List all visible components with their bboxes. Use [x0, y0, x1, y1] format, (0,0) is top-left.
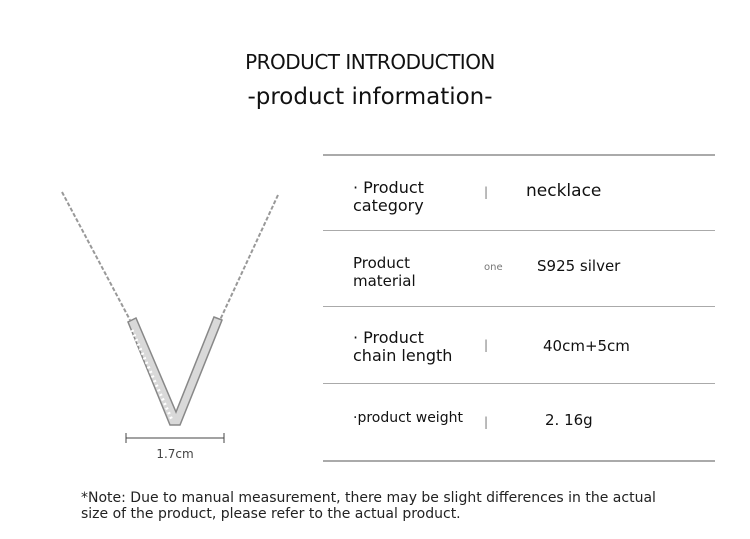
row-label: Product material: [353, 254, 416, 290]
row-label: ·product weight: [353, 410, 463, 426]
row-separator: |: [484, 415, 489, 429]
row-label: · Product category: [353, 178, 424, 215]
row-separator: one: [484, 262, 503, 273]
row-value: necklace: [526, 181, 602, 201]
title: PRODUCT INTRODUCTION: [245, 50, 495, 74]
divider: [323, 383, 715, 384]
divider: [323, 230, 715, 231]
dimension-label: 1.7cm: [156, 447, 194, 461]
divider: [323, 460, 715, 462]
divider: [323, 306, 715, 307]
row-label: · Product chain length: [353, 328, 453, 365]
row-value: 2. 16g: [545, 411, 593, 429]
subtitle: -product information-: [247, 84, 493, 110]
divider: [323, 154, 715, 156]
product-image: [61, 191, 279, 443]
row-value: 40cm+5cm: [543, 337, 630, 355]
note: *Note: Due to manual measurement, there …: [81, 490, 656, 522]
row-separator: |: [484, 338, 489, 352]
row-value: S925 silver: [537, 257, 621, 275]
row-separator: |: [484, 185, 489, 199]
